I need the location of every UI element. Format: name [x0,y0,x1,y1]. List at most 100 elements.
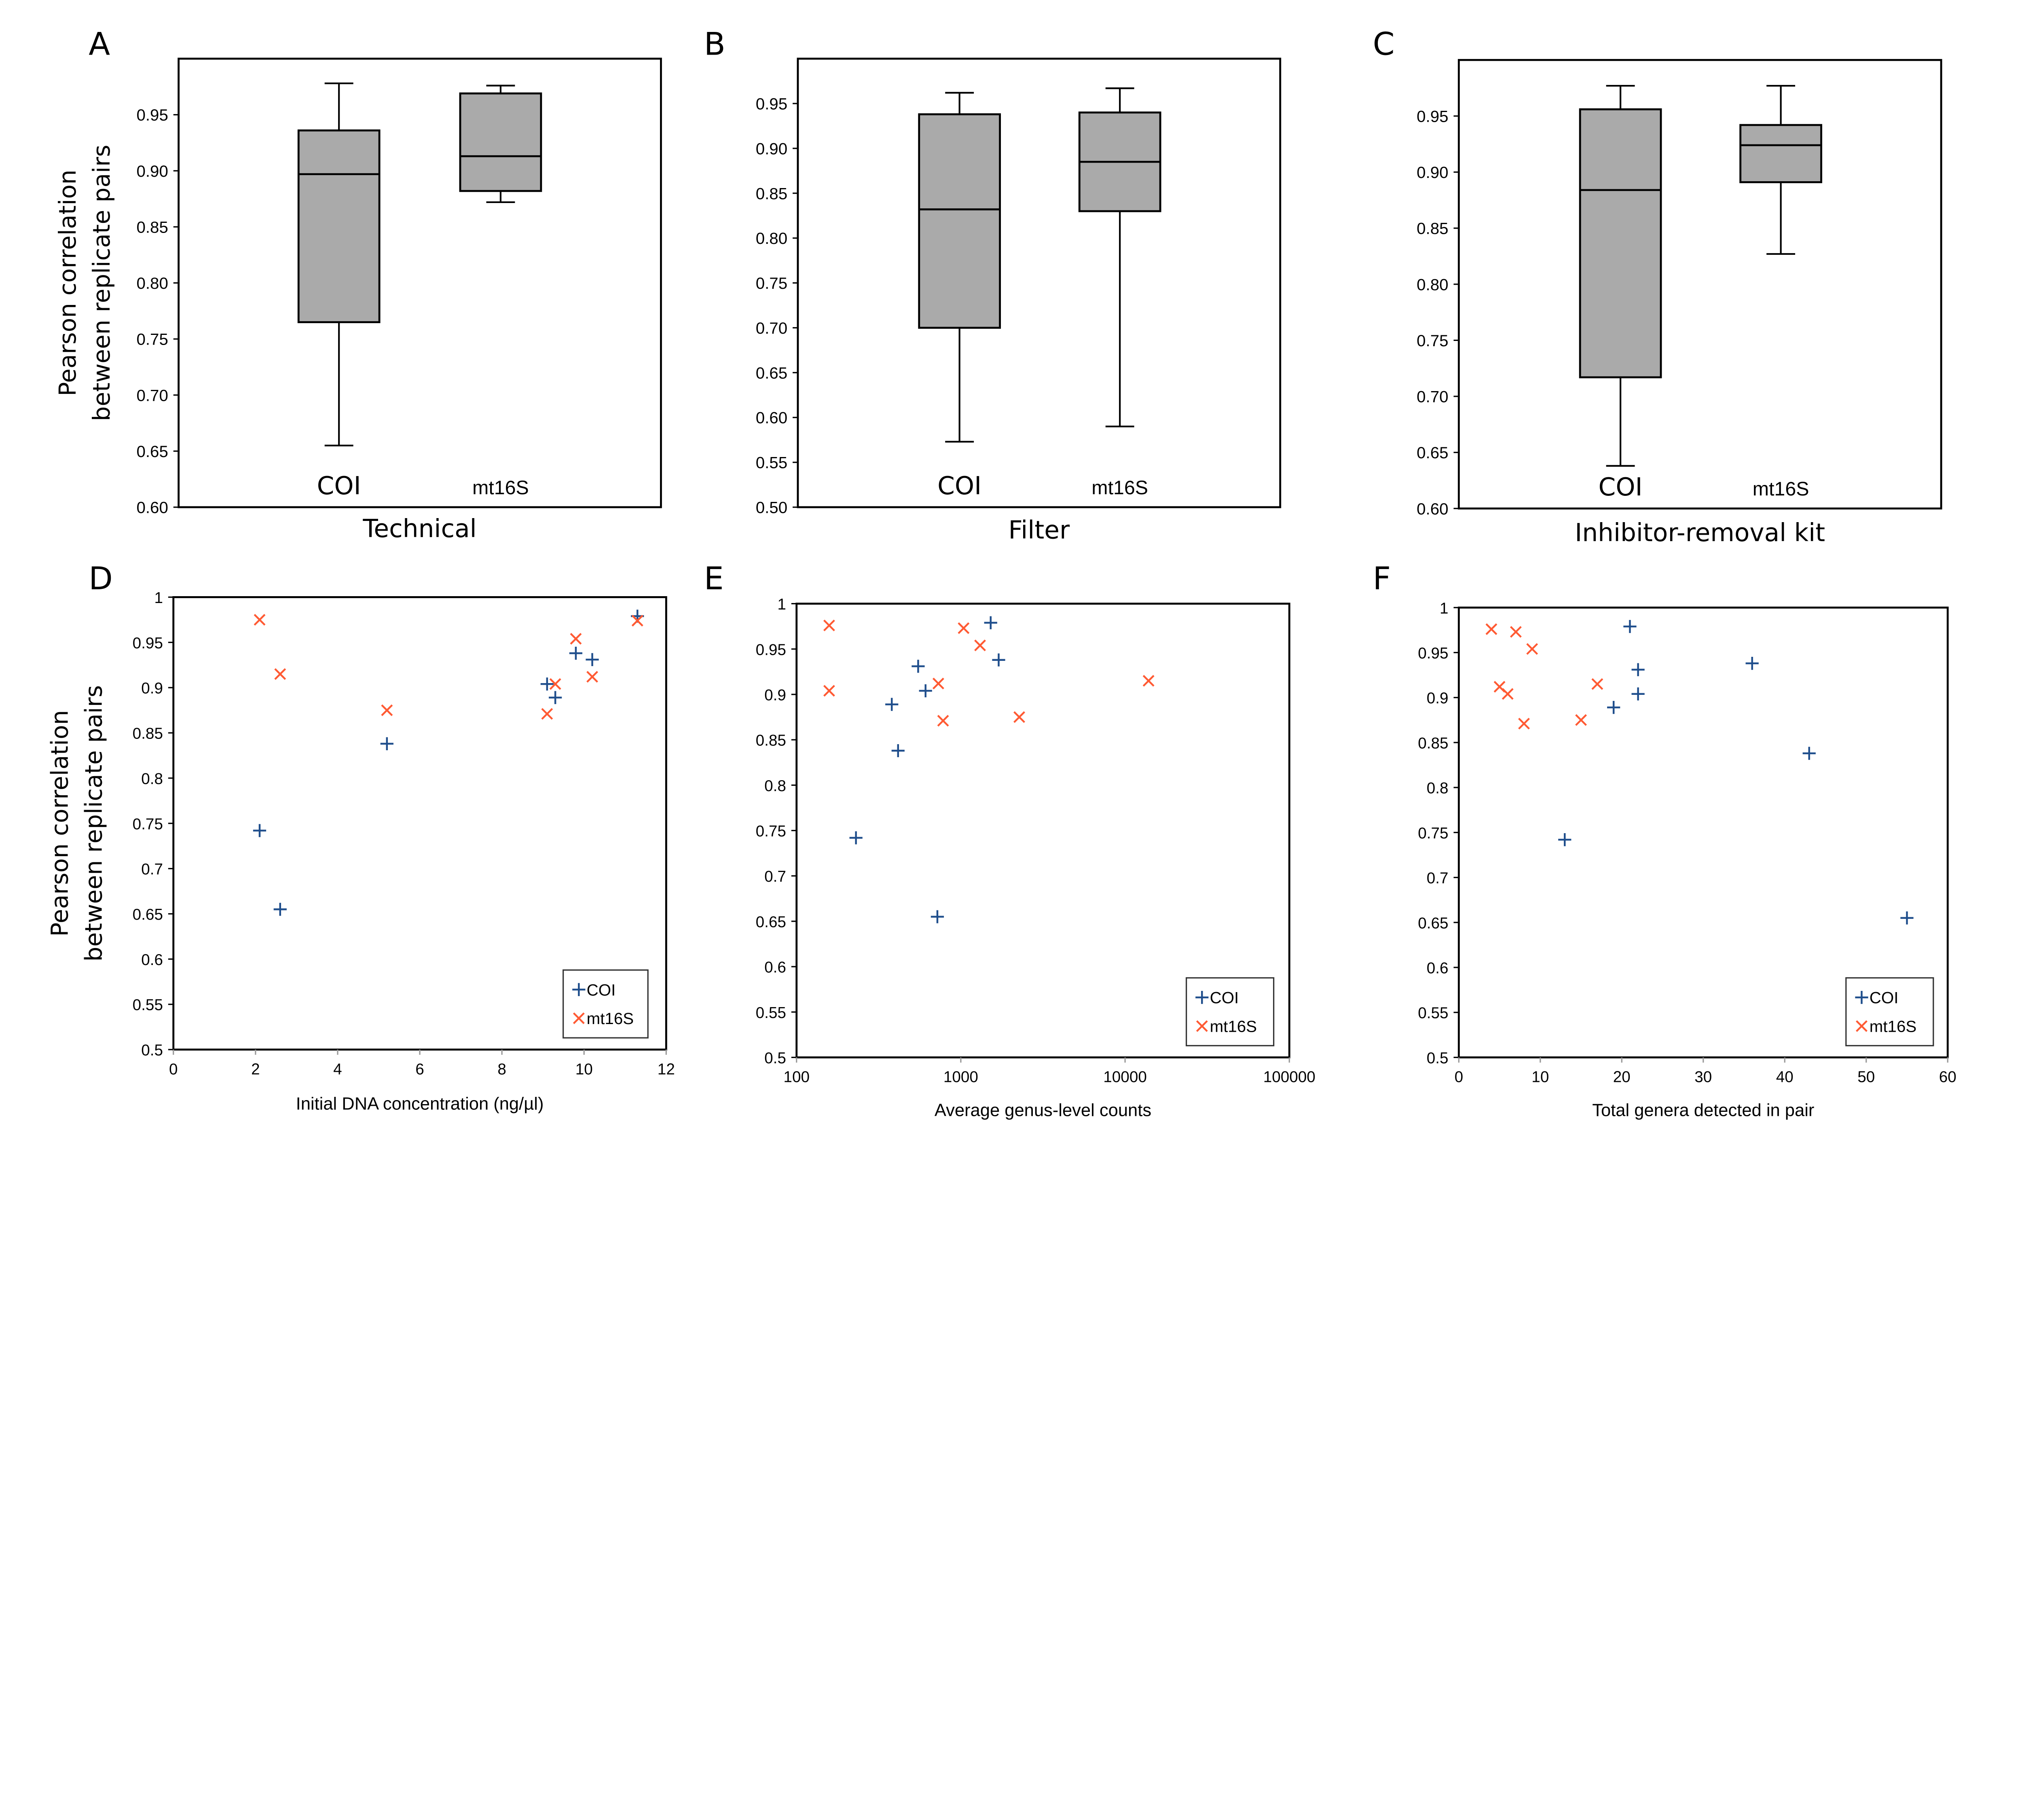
plus-marker [912,660,925,673]
plus-marker [984,616,997,629]
plus-marker [1623,620,1637,633]
iqr-box [1579,108,1662,379]
x-tick-label: 10000 [1103,1069,1147,1086]
cross-marker [974,639,986,652]
plus-marker [1745,657,1759,670]
series-coi [253,609,644,916]
y-tick-label: 0.95 [1418,645,1448,662]
plus-marker [1802,747,1816,760]
panel-f: F 0.5 0.55 0.6 0.65 0.7 0.75 0.8 0.85 0.9 0.95 1 Tot… [1373,561,1956,1120]
plus-marker [1855,991,1868,1004]
y-tick-label: 0.8 [764,777,786,795]
panel-a: A 0.60 0.65 0.70 0.75 0.80 0.85 0.90 0.95 Pearson… [54,26,662,543]
cross-marker [1575,714,1587,726]
y-tick-label: 0.75 [756,823,786,840]
plus-marker [1631,663,1645,676]
y-axis-label: between replicate pairs [88,145,115,421]
y-tick-label: 0.5 [764,1050,786,1067]
x-tick-label: 30 [1694,1069,1712,1086]
plus-marker [919,684,932,698]
series-coi [849,616,1005,923]
panel-b: B 0.50 0.55 0.60 0.65 0.70 0.75 0.80 0.85 0.90 0.9… [704,26,1282,544]
cross-marker [1142,675,1155,687]
y-tick-label: 0.70 [1417,388,1448,406]
cross-marker [1518,717,1530,730]
legend-label: COI [587,981,616,999]
plus-marker [1607,701,1620,714]
series-mt16s [254,614,643,720]
plus-marker [885,698,899,711]
y-tick-label: 0.75 [1417,332,1448,350]
plus-marker [273,903,287,916]
panel-e: E 0.5 0.55 0.6 0.65 0.7 0.75 0.8 0.85 0.9 0.95 1 Ave… [704,561,1316,1120]
y-tick-label: 0.65 [136,442,168,461]
cross-marker [1502,688,1514,700]
panel-label: D [89,561,113,597]
plus-marker [1195,991,1209,1004]
x-tick-label: 40 [1776,1069,1794,1086]
y-axis-label: between replicate pairs [80,685,107,962]
plot-frame [797,57,1282,508]
cross-marker [570,633,582,645]
iqr-box [459,92,542,192]
y-tick-label: 0.80 [136,274,168,292]
y-tick-label: 0.7 [1427,870,1449,887]
y-tick-label: 1 [777,596,786,613]
y-axis-label: Pearson correlation [54,169,81,396]
y-tick-label: 0.70 [136,386,168,404]
plus-marker [931,910,944,923]
box-mt16s: mt16S [459,85,542,499]
cross-marker [631,615,643,627]
category-label: mt16S [472,477,529,499]
y-axis-label: Pearson correlation [46,710,74,937]
legend: COI mt16S [1845,977,1934,1047]
x-tick-label: 100 [783,1069,810,1086]
x-axis-label: Filter [1008,516,1070,544]
cross-marker [823,685,835,697]
y-tick-label: 0.6 [764,959,786,976]
cross-marker [1591,678,1603,690]
plot-frame [1457,59,1942,510]
panel-label: C [1373,26,1395,62]
y-tick-label: 0.90 [136,162,168,180]
y-tick-label: 0.85 [756,732,786,749]
y-tick-label: 0.80 [756,229,787,248]
x-tick-label: 4 [333,1060,342,1078]
plus-marker [586,653,599,666]
series-mt16s [823,619,1155,727]
panel-d: D 0.5 0.55 0.6 0.65 0.7 0.75 0.8 0.85 0.9 0.95 1 Pea… [46,561,675,1113]
plus-marker [992,653,1005,667]
y-tick-label: 0.7 [764,868,786,885]
y-tick-label: 0.9 [1427,690,1449,707]
plus-marker [1558,833,1571,847]
y-tick-label: 0.6 [1427,960,1449,977]
x-tick-label: 60 [1939,1069,1956,1086]
y-tick-label: 0.85 [136,218,168,236]
cross-marker [1013,711,1025,723]
y-tick-label: 0.55 [756,454,787,472]
category-label: mt16S [1753,478,1809,500]
y-tick-label: 0.8 [1427,780,1449,797]
plus-marker [891,744,905,758]
series-coi [1558,620,1914,925]
cross-marker [1485,623,1497,635]
plus-marker [549,691,562,704]
legend: COI mt16S [563,969,649,1039]
panel-label: A [89,26,110,62]
y-tick-label: 0.70 [756,319,787,337]
y-tick-label: 1 [1440,600,1449,617]
category-label: mt16S [1091,477,1148,499]
y-tick-label: 0.7 [141,861,163,878]
y-tick-label: 0.55 [133,997,163,1014]
x-tick-label: 1000 [943,1069,978,1086]
cross-marker [586,671,599,683]
panel-label: F [1373,561,1391,597]
y-tick-label: 0.85 [1417,220,1448,238]
x-tick-label: 100000 [1263,1069,1316,1086]
y-tick-label: 0.9 [764,686,786,704]
legend-label: COI [1210,989,1239,1007]
cross-marker [1855,1020,1868,1032]
y-tick-label: 0.80 [1417,275,1448,294]
cross-marker [1526,643,1538,655]
legend-box [1185,977,1275,1047]
